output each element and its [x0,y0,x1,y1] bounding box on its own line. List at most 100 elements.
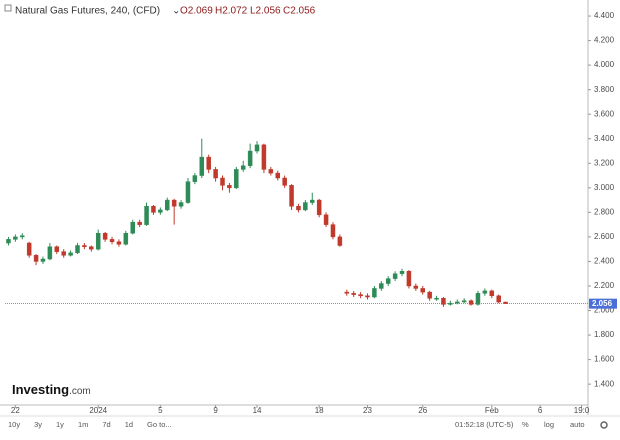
candle-body [468,300,474,305]
candle-body [82,245,87,247]
x-tick-label: 18 [315,406,324,415]
candle-body [13,236,18,240]
candle-body [144,205,149,225]
candle-body [61,251,66,256]
candle-body [33,255,39,262]
y-tick-label: 3.000 [594,183,615,192]
candle-body [337,236,343,246]
candle-body [482,290,488,294]
candle-body [102,232,108,240]
menu-arrow[interactable]: ⌄ [172,6,180,17]
x-tick-label: 26 [418,406,427,415]
range-button[interactable]: 7d [102,420,110,429]
ohlc-open: O2.069 [180,6,213,17]
candle-body [254,144,260,152]
logo-name: Investing [12,382,69,397]
candle-body [185,181,191,203]
candle-body [303,202,308,211]
x-tick-label: 9 [213,406,218,415]
candle-body [268,169,274,174]
logo: Investing.com [12,382,91,397]
ohlc-high: H2.072 [215,6,248,17]
candle-body [461,300,467,303]
y-tick-label: 3.200 [594,158,615,167]
candle-body [54,246,60,252]
candle-body [151,205,156,213]
y-tick-label: 2.000 [594,306,615,315]
candle-body [116,241,122,245]
y-tick-label: 4.000 [594,60,615,69]
candle-body [399,271,405,274]
candle-body [20,235,25,238]
candle-body [351,293,356,295]
ohlc-close: C2.056 [283,6,316,17]
candle-body [372,288,377,298]
option-button[interactable]: % [522,420,529,429]
candle-body [475,293,481,305]
x-tick-label: 5 [158,406,163,415]
candle-body [316,199,322,216]
candle-body [323,214,329,225]
candle-body [365,295,370,298]
x-tick-label: 22 [11,406,20,415]
x-tick-label: 23 [363,406,372,415]
last-price-label: 2.056 [592,299,613,308]
candle-body [406,271,412,287]
y-tick-label: 3.800 [594,85,615,94]
candle-body [95,232,101,250]
y-tick-label: 4.400 [594,11,615,20]
y-tick-label: 2.600 [594,232,615,241]
x-tick-label: Feb [485,406,499,415]
candle-body [379,283,384,289]
candle-body [413,285,419,289]
last-price-tag [589,298,617,309]
option-button[interactable]: auto [570,420,585,429]
candle-body [282,177,287,186]
candle-body [427,291,432,299]
option-button[interactable]: log [544,420,554,429]
candle-body [6,239,11,244]
collapse-icon[interactable] [4,4,12,12]
clock: 01:52:18 (UTC-5) [455,420,514,429]
candle-body [89,246,94,250]
y-tick-label: 3.600 [594,109,615,118]
candle-body [213,169,218,179]
candle-body [234,169,239,189]
chart-title: Natural Gas Futures, 240, (CFD) [15,6,160,17]
candle-body [240,165,246,170]
x-tick-label: 14 [253,406,262,415]
candle-body [275,172,280,179]
candle-body [289,185,294,207]
candle-body [358,294,363,297]
candle-body [392,273,398,279]
candle-body [137,221,142,225]
candle-body [420,288,425,293]
candle-body [130,221,135,234]
x-tick-label: 2024 [89,406,107,415]
settings-icon[interactable] [600,421,608,429]
range-button[interactable]: Go to... [147,420,172,429]
candle-body [206,156,211,170]
range-button[interactable]: 1m [78,420,88,429]
candle-body [247,150,253,166]
candle-body [330,224,336,238]
candle-body [68,252,73,256]
y-tick-label: 1.400 [594,379,615,388]
candle-body [199,156,205,176]
candle-body [123,232,129,245]
range-button[interactable]: 1d [125,420,133,429]
range-button[interactable]: 1y [56,420,64,429]
range-button[interactable]: 10y [8,420,20,429]
candle-body [26,242,32,256]
range-button[interactable]: 3y [34,420,42,429]
y-tick-label: 3.400 [594,134,615,143]
logo-suffix: .com [69,386,91,397]
candle-body [434,298,439,300]
candle-body [40,258,46,262]
candle-body [489,290,495,297]
candle-body [441,298,446,305]
candle-body [178,202,184,207]
y-tick-label: 1.800 [594,330,615,339]
y-tick-label: 2.800 [594,207,615,216]
